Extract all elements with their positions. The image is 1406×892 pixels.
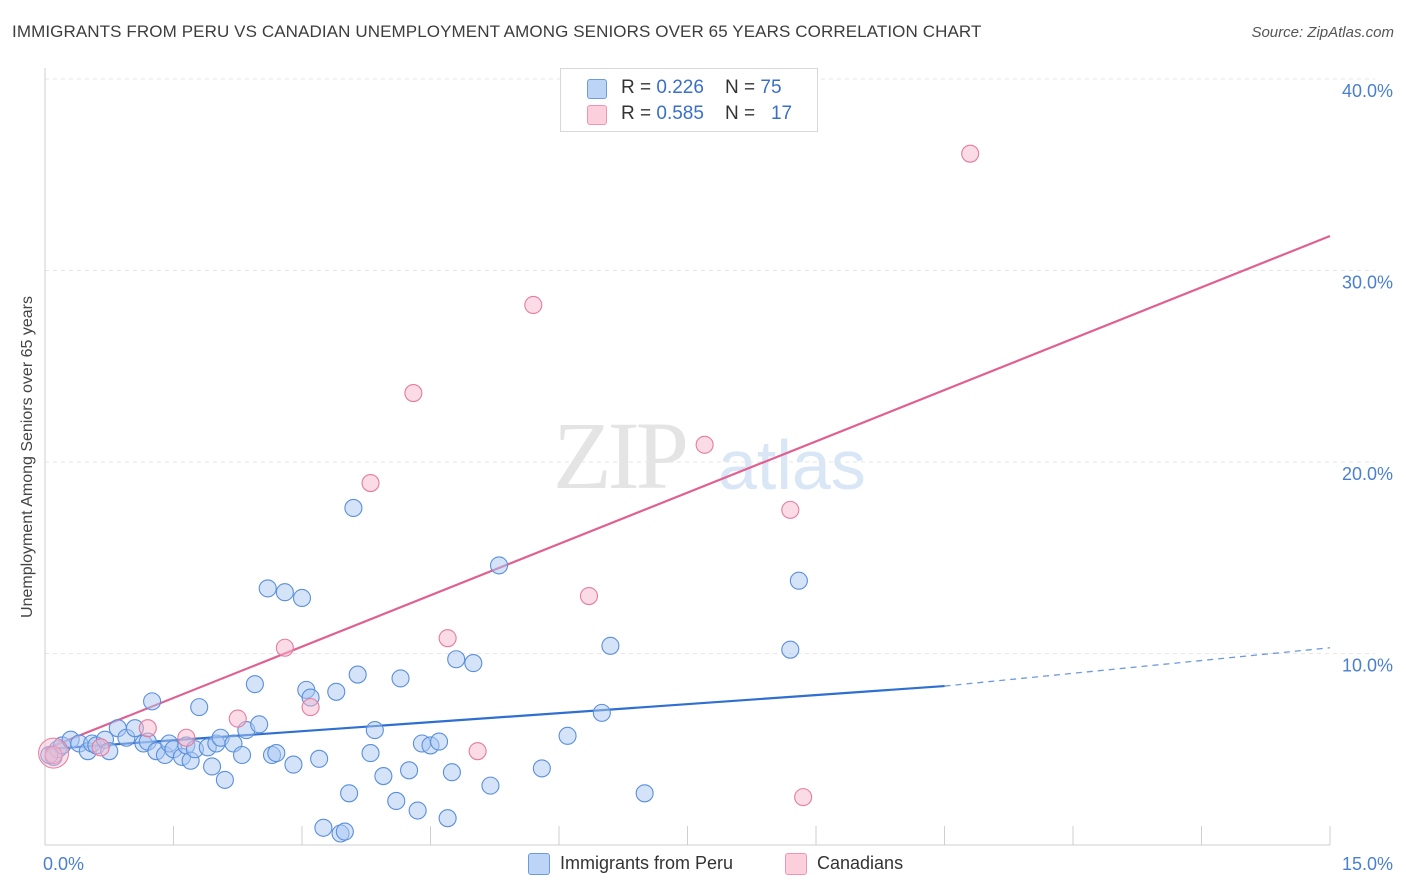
x-tick-label: 0.0% [43,854,84,874]
canadians-legend-swatch [785,853,807,875]
peru-r-label: R = [621,77,657,98]
data-points [38,144,980,843]
canadians-swatch [587,105,607,125]
canadians-point [404,384,423,403]
peru-point [558,726,577,745]
peru-point [215,770,234,789]
y-tick-label: 20.0% [1342,464,1393,484]
canadians-point [524,295,543,315]
peru-legend-label: Immigrants from Peru [560,853,734,873]
axes [44,68,1331,846]
peru-point [267,744,286,763]
y-tick-label: 30.0% [1342,273,1393,293]
canadians-point [301,698,320,717]
canadians-point [44,745,63,765]
peru-point [408,801,427,820]
peru-point [275,583,294,602]
canadians-point [579,586,599,606]
peru-point [292,588,312,608]
canadians-point [468,742,487,761]
watermark-zip: ZIP [553,402,689,509]
peru-point [387,791,406,811]
canadians-point [961,144,980,163]
peru-point [400,761,419,780]
peru-point [789,571,808,590]
peru-n-value: 75 [760,77,782,98]
peru-point [430,732,449,751]
peru-point [258,579,277,598]
source-credit: Source: ZipAtlas.com [1251,24,1394,41]
y-tick-label: 40.0% [1342,81,1393,101]
peru-point [245,675,264,694]
peru-point [284,755,303,774]
peru-point [344,498,363,518]
peru-point [250,715,269,734]
peru-point [374,767,393,786]
peru-legend-swatch [528,853,550,875]
peru-point [481,776,500,795]
gridlines [45,78,1375,654]
peru-point [464,654,483,673]
peru-point [442,763,461,782]
canadians-point [138,719,157,738]
peru-point [532,759,551,778]
watermark-atlas: atlas [718,426,866,504]
canadians-n-value: 17 [770,103,793,124]
canadians-point [695,435,714,454]
peru-point [348,665,367,684]
peru-point [592,703,611,722]
canadians-n-label: N = [725,103,761,124]
peru-point [365,721,384,740]
canadians-point [361,474,380,493]
canadians-point [228,709,247,728]
tick-labels: 10.0% 20.0% 30.0% 40.0% 0.0% 15.0% [43,81,1393,874]
peru-point [340,784,359,803]
peru-point [361,744,380,763]
trend-lines [44,235,1331,751]
peru-point [143,692,162,711]
canadians-trend-line [44,235,1331,751]
peru-point [489,556,509,575]
peru-point [190,698,209,717]
canadians-point [438,629,457,648]
y-tick-label: 10.0% [1342,656,1393,676]
canadians-point [91,738,110,757]
correlation-legend: R = 0.226 N = 75 R = 0.585 N = 17 [560,68,818,132]
canadians-legend-label: Canadians [817,853,904,873]
peru-point [781,640,800,659]
canadians-point [794,788,813,807]
peru-point [232,745,252,765]
canadians-point [781,500,800,519]
peru-point [447,650,466,669]
peru-point [314,818,333,837]
peru-r-value: 0.226 [656,77,704,98]
canadians-r-label: R = [621,103,657,124]
peru-point [335,822,354,841]
canadians-r-value: 0.585 [656,103,704,124]
peru-trend-extension [944,647,1331,687]
peru-n-label: N = [725,77,761,98]
peru-point [203,757,222,776]
peru-point [310,749,329,768]
chart-title: IMMIGRANTS FROM PERU VS CANADIAN UNEMPLO… [12,22,982,41]
peru-point [327,682,346,701]
peru-point [635,784,654,803]
peru-point [438,809,457,828]
canadians-point [38,737,70,769]
peru-point [601,636,620,655]
peru-swatch [587,79,607,99]
canadians-point [275,638,294,657]
peru-point [391,669,410,688]
canadians-point [177,728,196,747]
x-tick-label: 15.0% [1342,854,1393,874]
